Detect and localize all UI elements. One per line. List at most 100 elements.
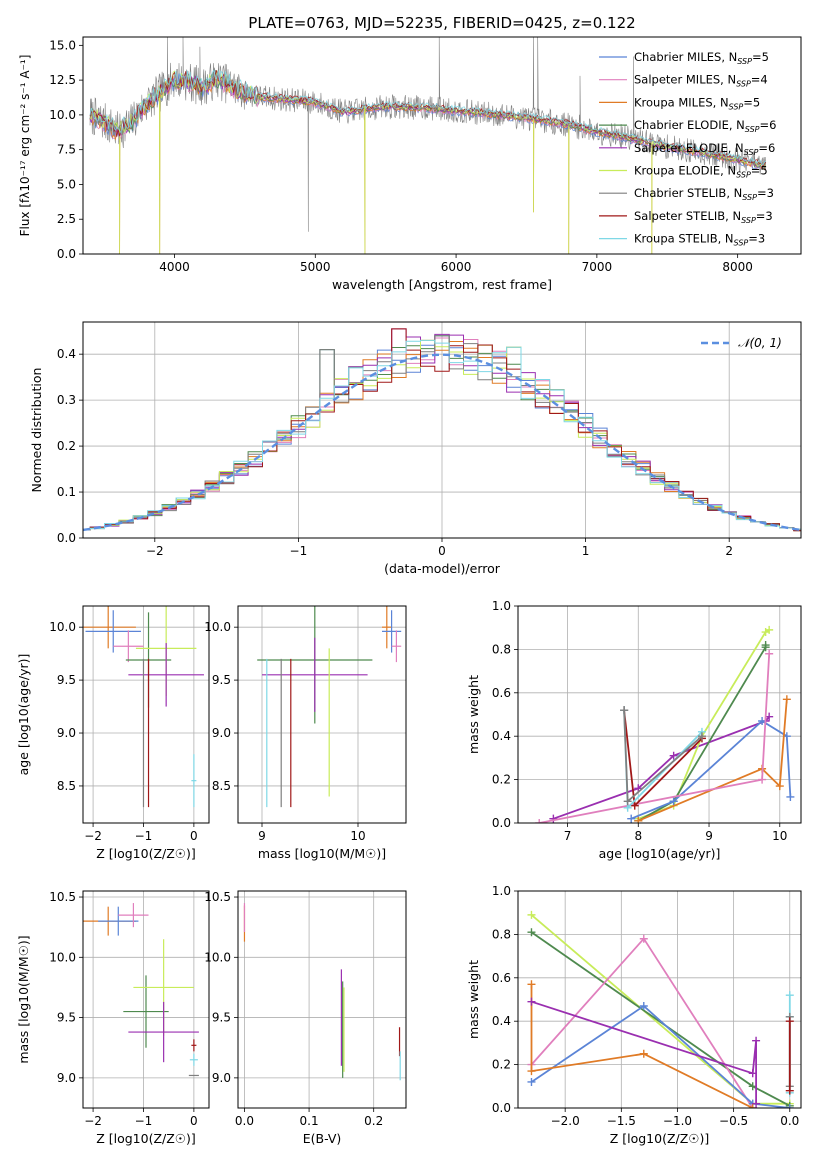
histogram-kroupa-stelib: [83, 339, 801, 531]
y-axis-label: Flux [fλ10⁻¹⁷ erg cm⁻² s⁻¹ A⁻¹]: [18, 55, 32, 237]
legend-label: Chabrier STELIB, NSSP=3: [634, 186, 774, 202]
series-line: [530, 937, 754, 1108]
legend-label: 𝒩(0, 1): [738, 336, 782, 350]
x-axis-label: Z [log10(Z/Z☉)]: [96, 846, 196, 861]
x-tick-label: −1: [290, 544, 308, 558]
series-kroupa-miles: [527, 980, 757, 1108]
x-tick-label: 8: [634, 829, 642, 843]
y-tick-label: 0.8: [492, 927, 511, 941]
legend-subscript: SSP: [734, 239, 749, 248]
y-tick-label: 1.0: [492, 884, 511, 898]
data-marker: [748, 1104, 757, 1108]
y-tick-label: 10.5: [204, 890, 231, 904]
y-tick-label: 0.3: [57, 393, 76, 407]
legend-value: =5: [751, 164, 768, 178]
y-tick-label: 0.6: [492, 971, 511, 985]
residuals-frame: [82, 321, 802, 539]
y-tick-label: 9.0: [212, 1071, 231, 1085]
x-tick-label: 9: [258, 829, 266, 843]
series-line: [553, 716, 770, 820]
y-tick-label: 9.5: [57, 673, 76, 687]
data-marker: [782, 695, 791, 704]
figure-title: PLATE=0763, MJD=52235, FIBERID=0425, z=0…: [248, 14, 635, 32]
x-axis-label: wavelength [Angstrom, rest frame]: [332, 277, 552, 292]
age-vs-Z-frame: [82, 605, 210, 824]
massweight-vs-Z-frame: [517, 890, 802, 1109]
spectrum-legend: Chabrier MILES, NSSP=5 Salpeter MILES, NS…: [599, 50, 776, 248]
legend-label: Kroupa MILES, NSSP=5: [634, 95, 760, 111]
errorbar-point: [189, 1053, 198, 1066]
errorbar-point: [85, 610, 141, 653]
x-tick-label: 10: [772, 829, 787, 843]
y-tick-label: 12.5: [49, 73, 76, 87]
data-marker: [620, 706, 629, 715]
y-tick-label: 0.1: [57, 485, 76, 499]
series-kroupa-elodie: [527, 910, 794, 1108]
data-marker: [669, 797, 678, 806]
y-tick-label: 0.0: [492, 816, 511, 830]
y-tick-label: 0.4: [492, 729, 511, 743]
data-marker: [549, 814, 558, 823]
x-tick-label: 7: [564, 829, 572, 843]
spectrum-plot: [89, 37, 767, 254]
series-line: [530, 931, 791, 1107]
y-tick-label: 8.5: [212, 779, 231, 793]
legend-value: =3: [756, 209, 773, 223]
y-tick-label: 0.4: [57, 347, 76, 361]
model-kroupa-elodie: [89, 70, 767, 254]
y-tick-label: 2.5: [57, 212, 76, 226]
legend-value: =4: [751, 73, 768, 87]
observed-spectrum: [89, 37, 767, 232]
x-axis-label: E(B-V): [303, 1131, 342, 1146]
errorbar-point: [391, 630, 402, 663]
data-marker: [775, 782, 784, 791]
data-marker: [623, 797, 632, 806]
data-marker: [758, 775, 767, 784]
series-kroupa-miles: [634, 695, 791, 823]
y-tick-label: 9.5: [212, 1011, 231, 1025]
legend-subscript: SSP: [737, 57, 752, 66]
series-salpeter-miles: [535, 649, 774, 823]
series-line: [623, 710, 703, 808]
y-tick-label: 10.0: [49, 108, 76, 122]
x-tick-label: −2: [146, 544, 164, 558]
legend-label: Chabrier MILES, NSSP=5: [634, 50, 769, 66]
data-marker: [527, 997, 536, 1006]
legend-value: =3: [748, 232, 765, 246]
legend-label: Salpeter MILES, NSSP=4: [634, 73, 768, 89]
errorbar-point: [262, 637, 368, 712]
data-marker: [785, 991, 794, 1000]
data-marker: [785, 1017, 794, 1026]
series-chabrier-miles: [627, 717, 795, 823]
y-tick-label: 0.0: [57, 247, 76, 261]
y-tick-label: 0.4: [492, 1014, 511, 1028]
x-axis-label: Z [log10(Z/Z☉)]: [96, 1131, 196, 1146]
x-tick-label: 0: [438, 544, 446, 558]
data-marker: [697, 732, 706, 741]
series-line: [637, 699, 788, 822]
errorbar-point: [113, 630, 144, 663]
x-tick-label: 0.0: [780, 1114, 799, 1128]
data-marker: [761, 641, 770, 650]
mass-vs-Z-plot: [83, 903, 199, 1077]
legend-value: =3: [757, 186, 774, 200]
series-chabrier-elodie: [527, 928, 794, 1108]
massweight-vs-Z-plot: [527, 910, 794, 1108]
legend-value: =6: [758, 141, 775, 155]
age-vs-Z-plot: [83, 606, 204, 808]
series-line: [539, 653, 771, 823]
series-line: [630, 719, 792, 820]
x-tick-label: 10: [350, 829, 365, 843]
data-marker: [527, 980, 536, 989]
histogram-chabrier-stelib: [83, 335, 801, 532]
age-vs-mass-axes: 9 10 8.5 9.0 9.5 10.0 mass [log10(M/M☉)]: [204, 606, 406, 861]
y-tick-label: 9.5: [57, 1011, 76, 1025]
errorbar-point: [123, 975, 169, 1048]
x-tick-label: 8000: [722, 260, 753, 274]
data-marker: [752, 1099, 761, 1108]
x-tick-label: 5000: [300, 260, 331, 274]
y-tick-label: 0.0: [492, 1101, 511, 1115]
y-tick-label: 10.0: [204, 950, 231, 964]
legend-label: Chabrier ELODIE, NSSP=6: [634, 118, 776, 134]
data-marker: [765, 625, 774, 634]
